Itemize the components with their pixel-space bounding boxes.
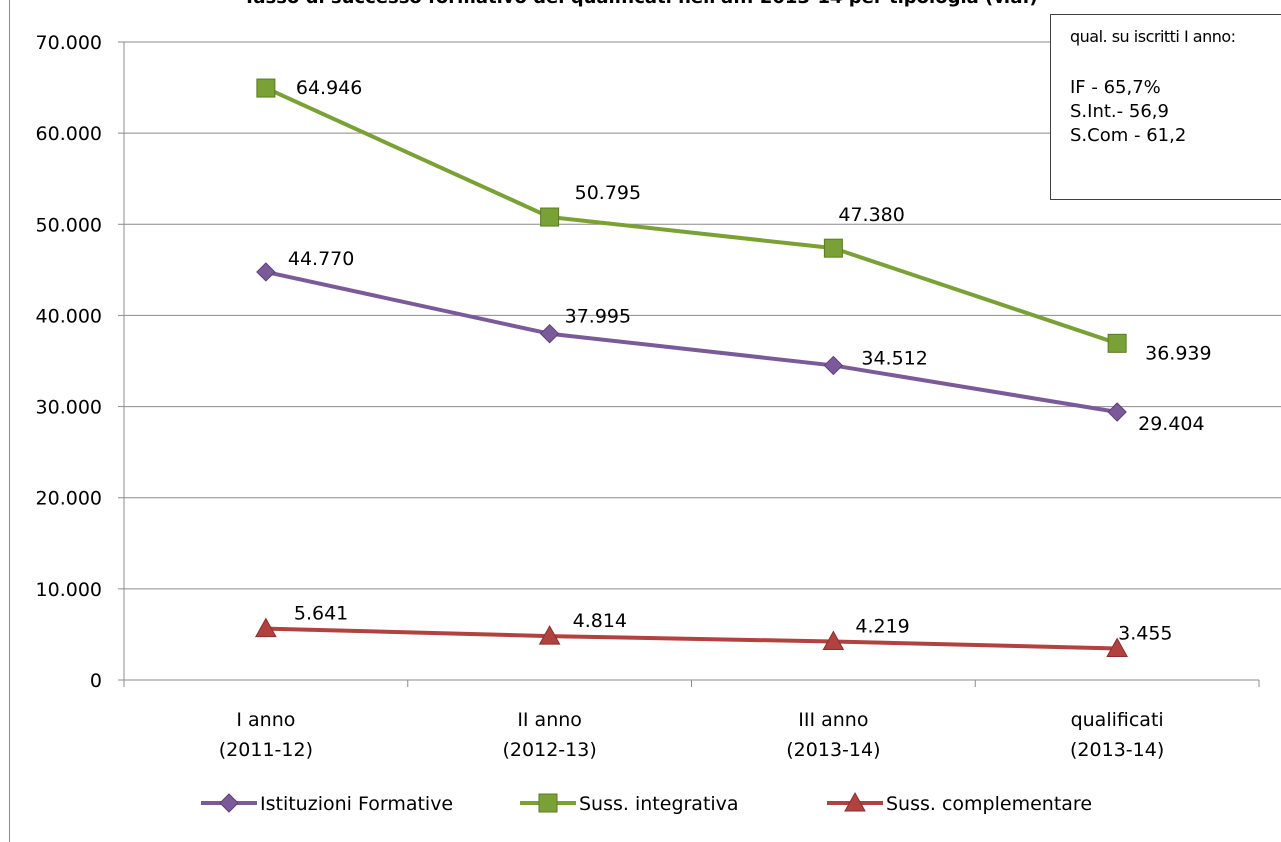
data-label: 3.455 (1118, 623, 1172, 645)
data-point (255, 617, 277, 638)
data-label: 44.770 (288, 248, 354, 270)
y-tick-label: 70.000 (36, 32, 102, 54)
legend-marker (538, 793, 558, 813)
x-tick-label: qualificati (1071, 709, 1164, 731)
data-label: 4.814 (573, 610, 627, 632)
annotation-heading: qual. su iscritti I anno: (1070, 27, 1236, 46)
data-point (256, 78, 276, 98)
chart-frame-edge (0, 0, 10, 842)
y-tick-label: 10.000 (36, 579, 102, 601)
data-point (1107, 402, 1127, 422)
series-line (265, 269, 1118, 414)
x-tick-label: (2013-14) (1070, 739, 1164, 761)
x-tick-label: II anno (517, 709, 582, 731)
annotation-box: qual. su iscritti I anno: IF - 65,7% S.I… (1050, 14, 1281, 200)
data-point (540, 207, 560, 227)
data-label: 50.795 (575, 182, 641, 204)
data-label: 34.512 (861, 347, 927, 369)
legend-label: Istituzioni Formative (260, 793, 453, 815)
data-point (256, 262, 276, 282)
data-label: 47.380 (838, 204, 904, 226)
data-point (1107, 333, 1127, 353)
data-label: 5.641 (294, 603, 348, 625)
data-label: 4.219 (855, 616, 909, 638)
x-tick-label: III anno (798, 709, 868, 731)
chart-title: Tasso di successo formativo dei qualific… (0, 0, 1281, 8)
data-label: 29.404 (1138, 413, 1204, 435)
legend-marker (844, 791, 866, 812)
y-tick-label: 50.000 (36, 214, 102, 236)
data-point (823, 238, 843, 258)
data-label: 36.939 (1145, 342, 1211, 364)
data-point (823, 355, 844, 376)
y-tick-label: 0 (90, 670, 102, 692)
x-tick-label: (2013-14) (786, 739, 880, 761)
y-tick-label: 30.000 (36, 397, 102, 419)
legend-marker (219, 793, 239, 813)
x-tick-label: I anno (236, 709, 295, 731)
x-tick-label: (2012-13) (503, 739, 597, 761)
y-tick-label: 60.000 (36, 123, 102, 145)
data-label: 37.995 (565, 306, 631, 328)
data-point (822, 630, 845, 651)
data-label: 64.946 (296, 77, 362, 99)
legend-label: Suss. complementare (886, 793, 1092, 815)
annotation-line-scom: S.Com - 61,2 (1070, 125, 1187, 146)
y-tick-label: 20.000 (36, 488, 102, 510)
x-tick-label: (2011-12) (219, 739, 313, 761)
data-point (538, 625, 561, 645)
data-point (539, 323, 560, 344)
annotation-line-sint: S.Int.- 56,9 (1070, 101, 1169, 122)
legend-label: Suss. integrativa (579, 793, 739, 815)
series-line (265, 86, 1118, 346)
annotation-line-if: IF - 65,7% (1070, 77, 1161, 98)
y-tick-label: 40.000 (36, 305, 102, 327)
series-line (265, 626, 1118, 651)
data-point (1106, 637, 1128, 658)
